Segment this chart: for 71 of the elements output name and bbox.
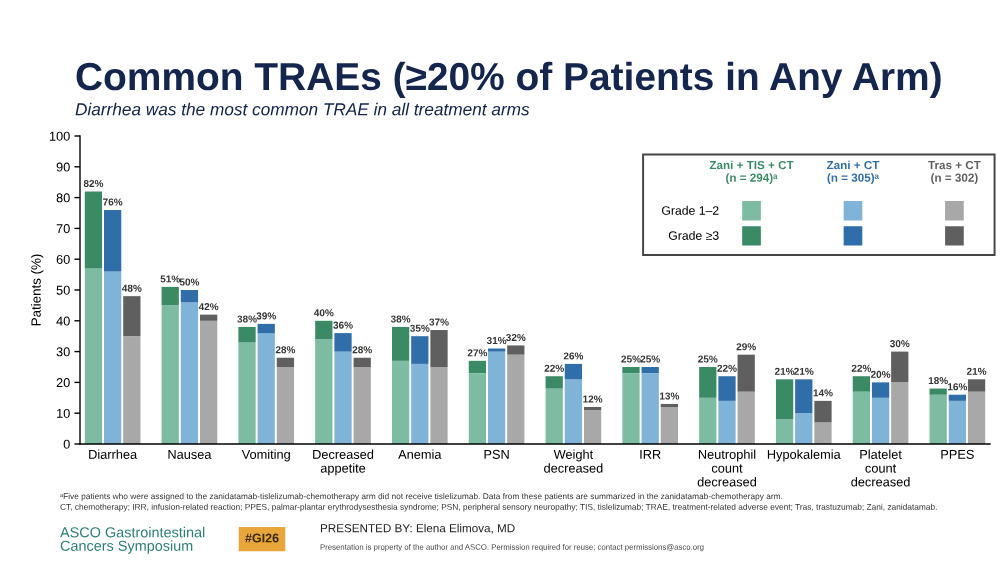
bar bbox=[180, 289, 199, 303]
bar bbox=[353, 366, 371, 444]
bar bbox=[622, 366, 640, 374]
bar bbox=[199, 320, 218, 444]
bar bbox=[718, 376, 736, 401]
bar bbox=[641, 366, 659, 374]
bar bbox=[161, 286, 179, 306]
bar bbox=[257, 333, 275, 444]
bar bbox=[391, 326, 410, 361]
bar bbox=[891, 382, 909, 444]
bar bbox=[430, 366, 448, 444]
bar bbox=[545, 388, 563, 444]
bar bbox=[795, 413, 813, 444]
bar bbox=[583, 410, 602, 444]
bar bbox=[430, 330, 448, 367]
bar bbox=[411, 363, 429, 444]
bar bbox=[468, 373, 487, 444]
bar bbox=[929, 388, 947, 395]
bar bbox=[775, 419, 794, 444]
bar bbox=[84, 191, 103, 269]
bar bbox=[161, 305, 179, 444]
bar bbox=[814, 400, 832, 423]
bar bbox=[660, 407, 679, 444]
bar bbox=[276, 357, 295, 367]
bar bbox=[180, 302, 199, 444]
bar bbox=[199, 314, 218, 321]
chart-subtitle: Diarrhea was the most common TRAE in all treatment arms bbox=[75, 102, 530, 116]
bar bbox=[852, 391, 871, 444]
bar bbox=[257, 323, 275, 334]
bar bbox=[411, 336, 429, 364]
bar bbox=[564, 363, 583, 380]
bar bbox=[276, 366, 295, 444]
bar bbox=[353, 357, 371, 367]
bar bbox=[487, 351, 506, 444]
bar bbox=[967, 391, 986, 444]
bar bbox=[737, 391, 755, 444]
bar bbox=[238, 326, 256, 343]
bar bbox=[948, 394, 966, 401]
bar bbox=[852, 376, 871, 392]
bar bbox=[315, 320, 333, 340]
bar bbox=[795, 379, 813, 414]
bar bbox=[967, 379, 986, 392]
bar bbox=[123, 336, 141, 444]
bar bbox=[315, 339, 333, 444]
bar bbox=[507, 345, 525, 355]
bar bbox=[84, 268, 103, 444]
bar bbox=[814, 422, 832, 444]
bar bbox=[123, 296, 141, 337]
bar bbox=[775, 379, 794, 420]
bar bbox=[929, 394, 947, 444]
bar bbox=[334, 333, 352, 352]
bar bbox=[641, 373, 659, 444]
bar bbox=[391, 360, 410, 444]
bar bbox=[891, 351, 909, 383]
bar bbox=[622, 373, 640, 444]
chart-title: Common TRAEs (≥20% of Patients in Any Arm) bbox=[76, 61, 941, 98]
bar bbox=[545, 376, 563, 389]
bar bbox=[104, 209, 122, 272]
bar bbox=[238, 342, 256, 444]
bar bbox=[718, 400, 736, 444]
bar bbox=[871, 397, 890, 444]
bar bbox=[507, 354, 525, 444]
bar bbox=[564, 379, 583, 444]
bar bbox=[699, 397, 717, 444]
bar bbox=[948, 400, 966, 444]
bar bbox=[871, 382, 890, 398]
bar bbox=[737, 354, 755, 392]
bar bbox=[699, 366, 717, 398]
bar bbox=[334, 351, 352, 444]
bar bbox=[104, 271, 122, 444]
bar bbox=[468, 360, 487, 374]
